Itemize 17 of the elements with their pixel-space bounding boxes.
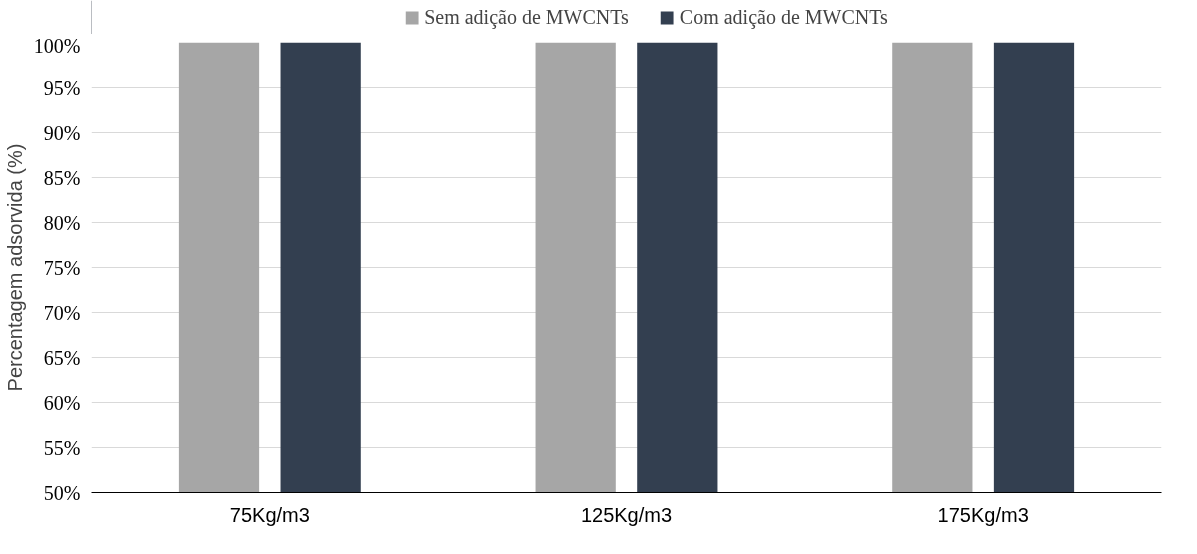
- y-tick-label: 95%: [43, 76, 81, 99]
- x-tick-label: 125Kg/m3: [580, 503, 673, 526]
- y-tick-label: 70%: [43, 301, 81, 324]
- y-tick-label: 55%: [43, 436, 81, 459]
- y-tick-label: 90%: [43, 121, 81, 144]
- y-tick-label: 75%: [43, 256, 81, 279]
- legend-label: Com adição de MWCNTs: [679, 5, 888, 29]
- x-tick-label: 75Kg/m3: [229, 503, 310, 526]
- y-axis-title: Percentagem adsorvida (%): [3, 143, 26, 392]
- y-tick-label: 50%: [43, 481, 81, 504]
- y-tick-label: 60%: [43, 391, 81, 414]
- y-tick-label: 100%: [33, 34, 81, 57]
- y-tick-label: 80%: [43, 211, 81, 234]
- x-tick-label: 175Kg/m3: [937, 503, 1029, 526]
- y-tick-label: 85%: [43, 166, 81, 189]
- legend-label: Sem adição de MWCNTs: [424, 5, 629, 29]
- y-tick-label: 65%: [43, 346, 81, 369]
